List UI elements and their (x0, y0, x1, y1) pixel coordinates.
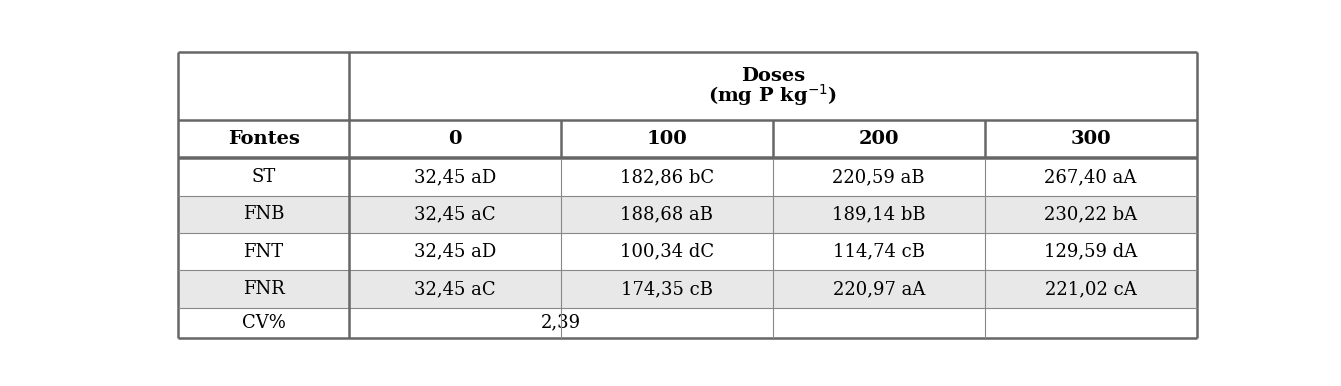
Text: 230,22 bA: 230,22 bA (1045, 205, 1137, 223)
Polygon shape (178, 52, 1196, 120)
Text: 221,02 cA: 221,02 cA (1045, 280, 1136, 298)
Text: FNB: FNB (243, 205, 284, 223)
Polygon shape (178, 270, 1196, 308)
Text: 182,86 bC: 182,86 bC (620, 168, 713, 186)
Text: FNT: FNT (244, 243, 284, 261)
Text: 267,40 aA: 267,40 aA (1045, 168, 1137, 186)
Text: FNR: FNR (243, 280, 284, 298)
Text: 220,59 aB: 220,59 aB (833, 168, 925, 186)
Text: 0: 0 (448, 130, 461, 148)
Text: 32,45 aD: 32,45 aD (414, 243, 496, 261)
Text: 188,68 aB: 188,68 aB (621, 205, 713, 223)
Text: 100,34 dC: 100,34 dC (620, 243, 713, 261)
Text: 129,59 dA: 129,59 dA (1043, 243, 1137, 261)
Polygon shape (178, 196, 1196, 233)
Text: 200: 200 (858, 130, 898, 148)
Polygon shape (178, 233, 1196, 270)
Text: 32,45 aC: 32,45 aC (414, 280, 496, 298)
Text: 189,14 bB: 189,14 bB (831, 205, 925, 223)
Text: 174,35 cB: 174,35 cB (621, 280, 713, 298)
Text: Doses: Doses (740, 67, 805, 85)
Text: CV%: CV% (241, 314, 286, 332)
Text: 100: 100 (646, 130, 688, 148)
Text: 2,39: 2,39 (540, 314, 581, 332)
Polygon shape (178, 120, 1196, 158)
Polygon shape (178, 158, 1196, 196)
Text: 300: 300 (1070, 130, 1110, 148)
Text: 32,45 aC: 32,45 aC (414, 205, 496, 223)
Text: 114,74 cB: 114,74 cB (833, 243, 925, 261)
Text: ST: ST (252, 168, 276, 186)
Text: 32,45 aD: 32,45 aD (414, 168, 496, 186)
Polygon shape (178, 308, 1196, 338)
Text: Fontes: Fontes (228, 130, 299, 148)
Text: 220,97 aA: 220,97 aA (833, 280, 925, 298)
Text: (mg P kg$^{-1}$): (mg P kg$^{-1}$) (708, 83, 837, 108)
